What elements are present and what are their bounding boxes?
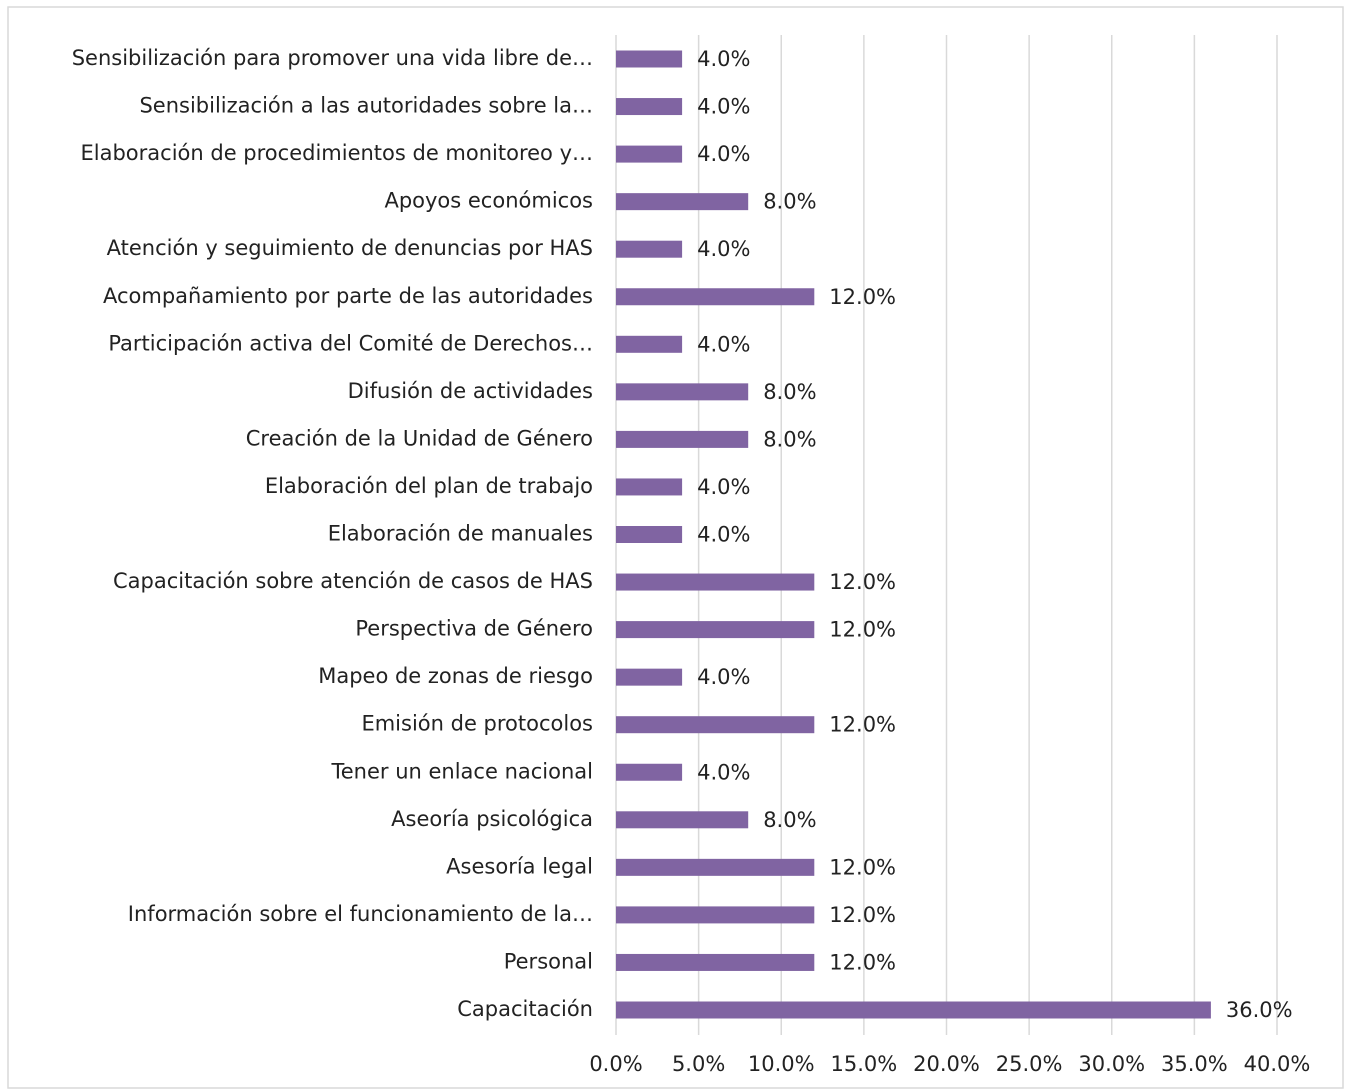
y-tick-label: Personal xyxy=(504,949,593,973)
value-label: 4.0% xyxy=(697,332,750,356)
y-tick-label: Tener un enlace nacional xyxy=(330,759,593,783)
bar xyxy=(616,478,683,496)
value-label: 12.0% xyxy=(829,570,896,594)
bar xyxy=(616,335,683,353)
bar xyxy=(616,383,749,401)
y-tick-label: Emisión de protocolos xyxy=(361,712,593,736)
bar xyxy=(616,526,683,543)
bar xyxy=(616,716,815,734)
bar xyxy=(616,240,683,258)
value-label: 4.0% xyxy=(697,523,750,547)
y-tick-label: Difusión de actividades xyxy=(348,379,593,403)
bar xyxy=(616,573,815,591)
value-label: 4.0% xyxy=(697,237,750,261)
bar xyxy=(616,1001,1211,1019)
bar xyxy=(616,288,815,306)
value-label: 36.0% xyxy=(1226,998,1293,1022)
bar xyxy=(616,430,749,448)
y-tick-label: Capacitación sobre atención de casos de … xyxy=(113,569,593,593)
value-label: 8.0% xyxy=(763,380,816,404)
y-tick-label: Participación activa del Comité de Derec… xyxy=(108,331,593,355)
x-tick-label: 35.0% xyxy=(1161,1052,1228,1076)
y-tick-label: Información sobre el funcionamiento de l… xyxy=(128,902,593,926)
bar xyxy=(616,98,683,116)
value-label: 12.0% xyxy=(829,950,896,974)
bar xyxy=(616,193,749,211)
x-tick-label: 20.0% xyxy=(913,1052,980,1076)
bar xyxy=(616,906,815,924)
y-tick-label: Elaboración de procedimientos de monitor… xyxy=(81,141,594,165)
y-tick-label: Acompañamiento por parte de las autorida… xyxy=(103,284,593,308)
value-label: 12.0% xyxy=(829,285,896,309)
x-tick-label: 30.0% xyxy=(1078,1052,1145,1076)
y-tick-label: Sensibilización a las autoridades sobre … xyxy=(139,94,593,118)
bar xyxy=(616,811,749,829)
x-tick-label: 5.0% xyxy=(672,1052,725,1076)
x-tick-label: 0.0% xyxy=(589,1052,642,1076)
y-tick-label: Perspectiva de Género xyxy=(355,617,593,641)
value-label: 8.0% xyxy=(763,427,816,451)
bar xyxy=(616,50,683,68)
value-label: 4.0% xyxy=(697,665,750,689)
value-label: 4.0% xyxy=(697,142,750,166)
bar xyxy=(616,145,683,163)
y-tick-label: Asesoría legal xyxy=(446,854,593,878)
y-tick-label: Mapeo de zonas de riesgo xyxy=(318,664,593,688)
y-tick-label: Capacitación xyxy=(457,997,593,1021)
y-tick-label: Apoyos económicos xyxy=(384,189,593,213)
bar xyxy=(616,953,815,971)
y-tick-label: Creación de la Unidad de Género xyxy=(246,426,593,450)
x-tick-label: 10.0% xyxy=(748,1052,815,1076)
value-label: 8.0% xyxy=(763,808,816,832)
y-tick-label: Elaboración del plan de trabajo xyxy=(265,474,593,498)
value-label: 4.0% xyxy=(697,760,750,784)
value-label: 4.0% xyxy=(697,475,750,499)
bar xyxy=(616,763,683,781)
value-label: 12.0% xyxy=(829,713,896,737)
x-tick-label: 40.0% xyxy=(1244,1052,1311,1076)
y-tick-label: Aseoría psicológica xyxy=(391,807,593,831)
value-label: 4.0% xyxy=(697,47,750,71)
value-label: 12.0% xyxy=(829,903,896,927)
value-label: 8.0% xyxy=(763,190,816,214)
x-tick-label: 25.0% xyxy=(996,1052,1063,1076)
y-tick-label: Atención y seguimiento de denuncias por … xyxy=(107,236,593,260)
value-label: 4.0% xyxy=(697,95,750,119)
bar xyxy=(616,668,683,686)
y-tick-label: Sensibilización para promover una vida l… xyxy=(72,46,593,70)
value-label: 12.0% xyxy=(829,618,896,642)
value-label: 12.0% xyxy=(829,855,896,879)
y-tick-label: Elaboración de manuales xyxy=(328,522,593,546)
bar xyxy=(616,621,815,639)
bar xyxy=(616,858,815,876)
x-tick-label: 15.0% xyxy=(831,1052,898,1076)
